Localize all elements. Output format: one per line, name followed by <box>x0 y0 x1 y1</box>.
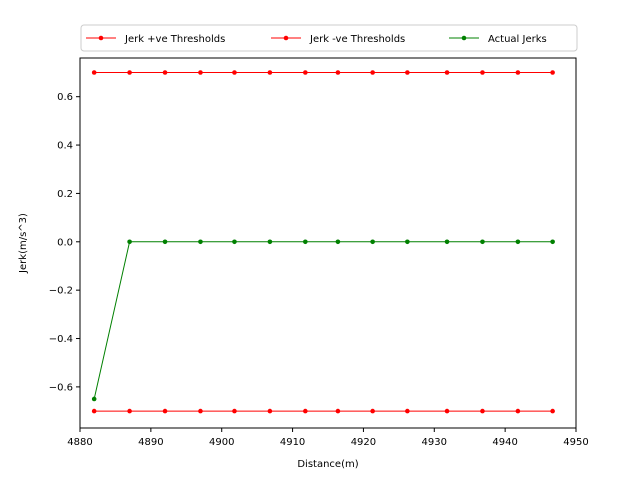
series-3-point <box>444 239 450 245</box>
y-axis: −0.6 −0.4 −0.2 0.0 0.2 0.4 0.6 <box>49 92 80 393</box>
y-tick-label: −0.2 <box>49 286 73 297</box>
series-1-point <box>480 70 485 75</box>
legend-entry-label: Jerk -ve Thresholds <box>309 34 405 45</box>
series-2-point <box>370 408 375 414</box>
y-tick-label: −0.6 <box>49 382 73 393</box>
series-1-point <box>444 70 450 75</box>
series-3-point <box>335 239 341 245</box>
plot-frame <box>79 57 577 429</box>
series-3-point <box>91 396 97 402</box>
legend-entry-label: Actual Jerks <box>488 34 547 45</box>
series-line-3 <box>93 241 553 400</box>
plot-area <box>80 58 576 428</box>
x-tick-label: 4950 <box>563 437 588 448</box>
series-2-point <box>515 408 521 414</box>
series-3-point <box>127 239 132 245</box>
series-2-point <box>335 408 341 414</box>
series-2-point <box>162 408 168 414</box>
series-2-point <box>198 408 203 414</box>
series-2-point <box>405 408 410 414</box>
x-tick-label: 4920 <box>351 437 376 448</box>
series-3-point <box>303 239 308 245</box>
series-1-point <box>303 70 308 75</box>
series-layer <box>91 70 555 414</box>
series-1-point <box>405 70 410 75</box>
y-tick-label: 0.2 <box>57 189 73 200</box>
series-2-point <box>232 408 237 414</box>
y-tick-label: 0.4 <box>57 141 73 152</box>
series-1-point <box>162 70 168 75</box>
series-1-point <box>91 70 97 75</box>
legend-swatch-marker <box>461 35 467 41</box>
x-axis-label: Distance(m) <box>297 459 358 470</box>
x-tick-label: 4900 <box>209 437 234 448</box>
series-3-point <box>515 239 521 245</box>
series-2-point <box>91 408 97 414</box>
series-3-point <box>232 239 237 245</box>
series-2-point <box>444 408 450 414</box>
legend-swatch-marker <box>283 35 289 41</box>
series-2-point <box>480 408 485 414</box>
y-axis-label: Jerk(m/s^3) <box>18 213 29 274</box>
series-3-point <box>198 239 203 245</box>
series-1-point <box>370 70 375 75</box>
x-tick-label: 4880 <box>67 437 92 448</box>
y-tick-label: −0.4 <box>49 334 73 345</box>
series-2-point <box>303 408 308 414</box>
x-tick-label: 4890 <box>138 437 163 448</box>
series-3-point <box>550 239 555 245</box>
legend-box <box>80 24 578 52</box>
legend-swatch-marker <box>98 35 104 41</box>
series-1-point <box>267 70 273 75</box>
legend: Jerk +ve Thresholds Jerk -ve Thresholds Ac… <box>80 24 578 52</box>
series-1-point <box>515 70 521 75</box>
series-2-point <box>267 408 273 414</box>
y-tick-label: 0.6 <box>57 92 73 103</box>
series-2-point <box>550 408 555 414</box>
series-1-point <box>198 70 203 75</box>
series-3-point <box>405 239 410 245</box>
x-tick-label: 4940 <box>492 437 517 448</box>
series-1-point <box>550 70 555 75</box>
x-tick-label: 4930 <box>422 437 447 448</box>
series-3-point <box>370 239 375 245</box>
legend-entry-label: Jerk +ve Thresholds <box>124 34 225 45</box>
series-1-point <box>335 70 341 75</box>
x-tick-label: 4910 <box>280 437 305 448</box>
y-tick-label: 0.0 <box>57 237 73 248</box>
x-axis: 4880 4890 4900 4910 4920 4930 4940 4950 <box>67 428 589 448</box>
series-1-point <box>232 70 237 75</box>
series-3-point <box>480 239 485 245</box>
series-1-point <box>127 70 132 75</box>
series-2-point <box>127 408 132 414</box>
series-3-point <box>162 239 168 245</box>
series-3-point <box>267 239 273 245</box>
